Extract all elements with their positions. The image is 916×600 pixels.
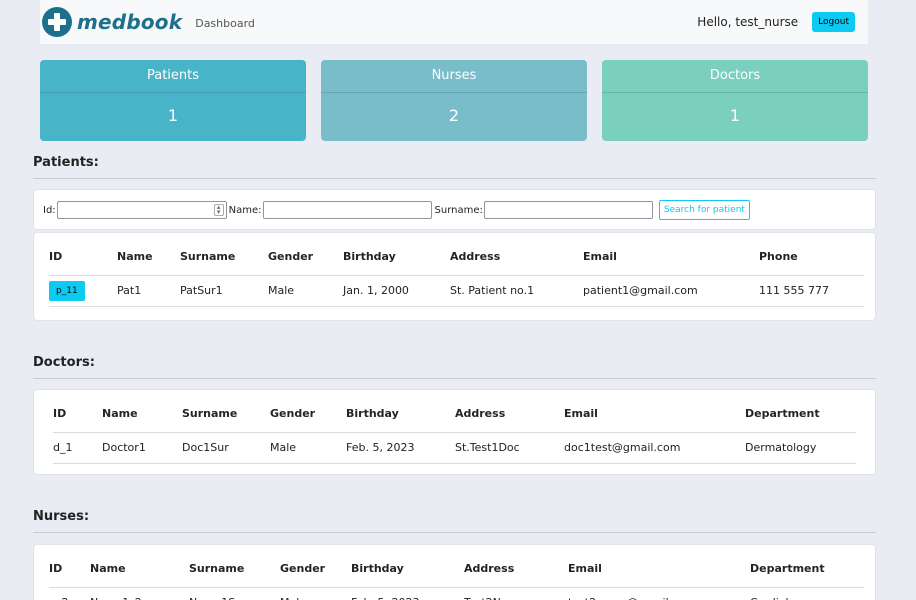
table-row: p_11 Pat1 PatSur1 Male Jan. 1, 2000 St. … xyxy=(49,275,864,306)
col-header: Department xyxy=(750,562,825,576)
id-label: Id: xyxy=(43,204,56,216)
col-header: Gender xyxy=(268,250,314,264)
stat-value: 1 xyxy=(729,106,741,125)
col-header: Department xyxy=(745,407,820,421)
patient-id-input[interactable] xyxy=(56,201,227,219)
patient-search-panel: Id: ▴ ▾ Name: Surname: Search for patient xyxy=(33,189,876,230)
cell-birthday: Jan. 1, 2000 xyxy=(343,284,409,297)
cell-phone: 111 555 777 xyxy=(759,284,829,297)
cell-department: Cardiology xyxy=(750,587,864,600)
col-header: Address xyxy=(450,250,501,264)
patient-name-input[interactable] xyxy=(262,201,432,219)
col-header: Gender xyxy=(280,562,326,576)
col-header: Gender xyxy=(270,407,316,421)
col-header: Birthday xyxy=(343,250,396,264)
col-header: Surname xyxy=(189,562,245,576)
col-header: ID xyxy=(49,562,63,576)
search-patient-button[interactable]: Search for patient xyxy=(658,200,750,220)
cell-name: Nurse1_2 xyxy=(90,587,189,600)
col-header: Address xyxy=(455,407,506,421)
stat-label: Doctors xyxy=(602,60,868,93)
cell-address: St. Patient no.1 xyxy=(450,284,535,297)
spinner-icon[interactable]: ▴ ▾ xyxy=(213,204,224,216)
col-header: Email xyxy=(568,562,602,576)
patient-surname-input[interactable] xyxy=(483,201,653,219)
cell-email: doc1test@gmail.com xyxy=(564,441,681,454)
stat-value: 1 xyxy=(167,106,179,125)
cell-address: Test2Nurse xyxy=(464,587,568,600)
cell-surname: Doc1Sur xyxy=(182,441,229,454)
col-header: Surname xyxy=(182,407,238,421)
col-header: Email xyxy=(583,250,617,264)
patients-section-title: Patients: xyxy=(33,155,99,170)
col-header: Address xyxy=(464,562,515,576)
doctors-section-title: Doctors: xyxy=(33,355,95,370)
stat-card-nurses: Nurses 2 xyxy=(321,60,587,141)
nurses-table: ID Name Surname Gender Birthday Address … xyxy=(49,551,864,600)
stat-label: Nurses xyxy=(321,60,587,93)
stat-value: 2 xyxy=(448,106,460,125)
cell-id: d_1 xyxy=(53,441,73,454)
stat-card-doctors: Doctors 1 xyxy=(602,60,868,141)
cell-birthday: Feb. 5, 2023 xyxy=(351,587,464,600)
cell-address: St.Test1Doc xyxy=(455,441,520,454)
col-header: Name xyxy=(117,250,153,264)
patients-table: ID Name Surname Gender Birthday Address … xyxy=(49,239,864,307)
col-header: Name xyxy=(90,562,126,576)
doctors-table: ID Name Surname Gender Birthday Address … xyxy=(53,396,856,464)
col-header: Birthday xyxy=(351,562,404,576)
col-header: ID xyxy=(49,250,63,264)
patient-id-button[interactable]: p_11 xyxy=(49,280,85,301)
stat-label: Patients xyxy=(40,60,306,93)
table-header-row: ID Name Surname Gender Birthday Address … xyxy=(49,551,864,587)
medical-cross-icon xyxy=(42,7,72,37)
nurses-section-title: Nurses: xyxy=(33,509,90,524)
nav-link-dashboard[interactable]: Dashboard xyxy=(195,16,255,30)
table-header-row: ID Name Surname Gender Birthday Address … xyxy=(53,396,856,432)
col-header: Birthday xyxy=(346,407,399,421)
table-row: n_2 Nurse1_2 Nurse1Sur Male Feb. 5, 2023… xyxy=(49,587,864,600)
divider xyxy=(33,178,876,179)
nurses-table-panel: ID Name Surname Gender Birthday Address … xyxy=(33,544,876,600)
col-header: Surname xyxy=(180,250,236,264)
cell-surname: PatSur1 xyxy=(180,284,223,297)
cell-name: Pat1 xyxy=(117,284,142,297)
cell-email: test2nurse@gmail.com xyxy=(568,587,750,600)
col-header: Name xyxy=(102,407,138,421)
cell-email: patient1@gmail.com xyxy=(583,284,698,297)
patients-table-panel: ID Name Surname Gender Birthday Address … xyxy=(33,232,876,321)
logout-button[interactable]: Logout xyxy=(812,12,855,32)
cell-gender: Male xyxy=(270,441,297,454)
cell-gender: Male xyxy=(268,284,295,297)
doctors-table-panel: ID Name Surname Gender Birthday Address … xyxy=(33,389,876,475)
cell-surname: Nurse1Sur xyxy=(189,587,280,600)
divider xyxy=(33,532,876,533)
cell-id: n_2 xyxy=(49,587,90,600)
cell-department: Dermatology xyxy=(745,441,817,454)
brand-logo[interactable]: medbook xyxy=(42,7,182,37)
cell-name: Doctor1 xyxy=(102,441,146,454)
navbar: medbook Dashboard Hello, test_nurse Logo… xyxy=(40,0,868,44)
col-header: Email xyxy=(564,407,598,421)
table-row: d_1 Doctor1 Doc1Sur Male Feb. 5, 2023 St… xyxy=(53,432,856,463)
col-header: Phone xyxy=(759,250,798,264)
stat-card-patients: Patients 1 xyxy=(40,60,306,141)
divider xyxy=(33,378,876,379)
user-greeting: Hello, test_nurse xyxy=(697,15,799,29)
surname-label: Surname: xyxy=(434,204,483,216)
table-header-row: ID Name Surname Gender Birthday Address … xyxy=(49,239,864,275)
cell-birthday: Feb. 5, 2023 xyxy=(346,441,415,454)
brand-name: medbook xyxy=(77,10,183,34)
col-header: ID xyxy=(53,407,67,421)
name-label: Name: xyxy=(228,204,262,216)
cell-gender: Male xyxy=(280,587,351,600)
